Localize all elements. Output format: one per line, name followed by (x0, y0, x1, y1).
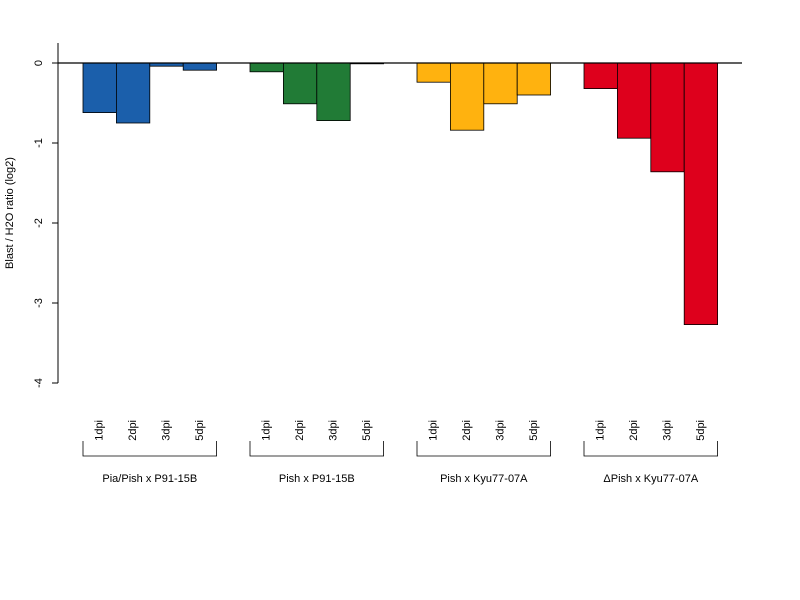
x-tick-label: 3dpi (661, 420, 673, 441)
group-brackets: Pia/Pish x P91-15B Pish x P91-15B Pish x K… (82, 441, 718, 485)
bar (282, 62, 318, 105)
x-tick-label: 5dpi (194, 420, 206, 441)
bar (416, 62, 451, 83)
x-tick-label: 3dpi (327, 420, 339, 441)
bars (82, 62, 719, 326)
bar (583, 62, 618, 90)
x-tick-label: 2dpi (628, 420, 640, 441)
y-tick-label: -2 (33, 218, 45, 228)
y-axis: 0 -1 -2 -3 -4 (33, 43, 59, 388)
bar (249, 62, 284, 73)
x-tick-label: 5dpi (695, 420, 707, 441)
group-bracket (82, 441, 217, 457)
group-label: Pish x P91-15B (279, 473, 355, 485)
group-label: Pish x Kyu77-07A (440, 473, 528, 485)
x-tick-label: 1dpi (94, 420, 106, 441)
y-tick-label: 0 (33, 60, 45, 66)
bar (116, 62, 151, 124)
bar (82, 62, 117, 113)
x-tick-label: 3dpi (494, 420, 506, 441)
x-tick-label: 2dpi (294, 420, 306, 441)
y-axis-title: Blast / H2O ratio (log2) (4, 157, 16, 269)
x-tick-label: 1dpi (261, 420, 273, 441)
x-tick-label: 2dpi (127, 420, 139, 441)
group-label: Pia/Pish x P91-15B (102, 473, 197, 485)
y-tick-label: -4 (33, 378, 45, 388)
x-tick-label: 5dpi (361, 420, 373, 441)
bar (316, 62, 351, 121)
y-tick-label: -1 (33, 138, 45, 148)
bar (483, 62, 518, 105)
bar (516, 62, 552, 96)
group-bracket (583, 441, 718, 457)
bar (182, 62, 217, 71)
x-tick-labels: 1dpi 2dpi 3dpi 5dpi 1dpi 2dpi 3dpi 5dpi 1dpi 2dpi… (94, 420, 707, 441)
x-tick-label: 5dpi (528, 420, 540, 441)
bar (617, 62, 652, 139)
group-bracket (249, 441, 384, 457)
x-tick-label: 2dpi (461, 420, 473, 441)
x-tick-label: 3dpi (160, 420, 172, 441)
x-tick-label: 1dpi (595, 420, 607, 441)
group-bracket (416, 441, 551, 457)
bar (449, 62, 485, 131)
bar (650, 62, 685, 173)
bar (683, 62, 719, 326)
y-tick-label: -3 (33, 298, 45, 308)
group-label: ΔPish x Kyu77-07A (603, 473, 698, 485)
x-tick-label: 1dpi (428, 420, 440, 441)
